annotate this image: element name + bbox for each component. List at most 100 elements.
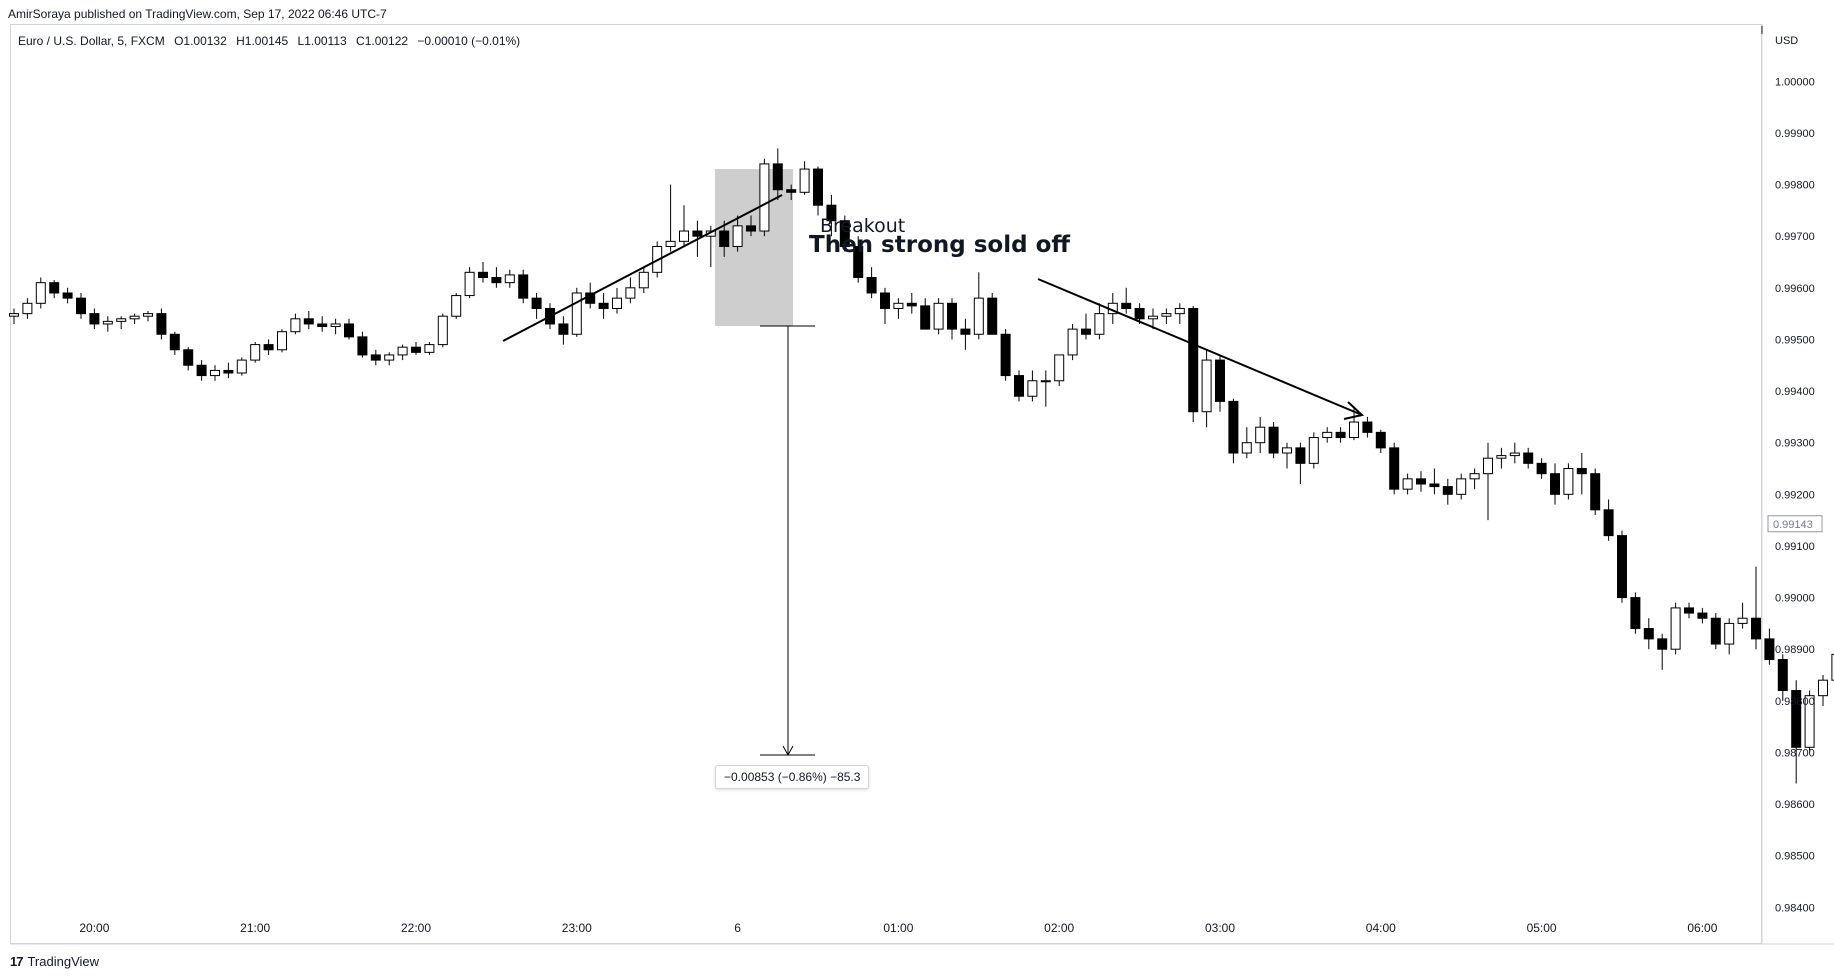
candle — [1134, 303, 1145, 324]
candle-body — [1496, 455, 1507, 459]
candle — [1228, 398, 1239, 464]
candle-body — [1603, 509, 1614, 537]
annotation-breakout[interactable]: Breakout — [820, 215, 906, 237]
candle-body — [1710, 617, 1721, 645]
candle — [250, 342, 261, 363]
price-tick-label: 0.98600 — [1775, 799, 1815, 811]
candle-body — [1630, 597, 1641, 630]
price-tick-label: 0.99600 — [1775, 283, 1815, 295]
candle — [1657, 633, 1668, 670]
sell-off-arrow-line[interactable] — [1037, 278, 1363, 416]
candle — [960, 318, 971, 350]
candle — [1335, 427, 1346, 443]
candle — [1389, 442, 1400, 495]
candle — [665, 184, 676, 252]
candle — [183, 347, 194, 371]
candle — [1724, 618, 1735, 655]
candle — [853, 236, 864, 283]
candle-body — [1134, 307, 1145, 320]
candle — [1322, 427, 1333, 443]
time-tick-label: 23:00 — [562, 921, 592, 935]
candle — [1014, 370, 1024, 402]
candle — [1550, 463, 1560, 505]
price-tick-label: 0.99800 — [1775, 180, 1815, 192]
annotation-sold-off[interactable]: Then strong sold off — [809, 232, 1070, 258]
candle — [491, 267, 502, 288]
candle-body — [76, 297, 86, 315]
candle — [384, 352, 395, 366]
candle — [1442, 478, 1453, 505]
candle-body — [518, 274, 529, 299]
candle — [1469, 468, 1480, 490]
candle — [839, 215, 850, 252]
candle — [1268, 422, 1279, 459]
candle-body — [880, 292, 890, 309]
time-tick-label: 21:00 — [240, 921, 270, 935]
candle — [1523, 447, 1534, 469]
candle-body — [531, 297, 542, 309]
candle-body — [129, 315, 140, 320]
trendline[interactable] — [502, 194, 783, 342]
candle — [102, 316, 113, 332]
price-tick-label: 0.99300 — [1775, 438, 1815, 450]
candle-body — [1737, 617, 1748, 624]
candle — [344, 318, 354, 340]
candle — [1094, 303, 1105, 340]
tradingview-brand[interactable]: 17 TradingView — [10, 954, 99, 969]
candle — [1804, 690, 1815, 753]
candle — [531, 292, 542, 319]
candle-body — [719, 230, 730, 248]
drawings-layer — [502, 194, 1365, 757]
candle — [1536, 458, 1547, 479]
candle — [1416, 471, 1426, 492]
candle — [1603, 499, 1614, 541]
candle-body — [330, 323, 341, 328]
candle — [277, 329, 287, 353]
candle-body — [411, 346, 421, 353]
candle — [1081, 313, 1091, 340]
current-price-tag — [1767, 515, 1823, 533]
candle-body — [625, 287, 636, 299]
candle-body — [987, 297, 998, 335]
candle-body — [1643, 628, 1654, 640]
candle-body — [1188, 307, 1199, 413]
candle — [1174, 303, 1185, 324]
candle-body — [692, 230, 703, 237]
candle — [1590, 468, 1601, 515]
legend-open: O1.00132 — [174, 34, 227, 48]
candle-body — [1201, 359, 1212, 413]
candle-body — [1255, 426, 1266, 444]
candle-body — [853, 246, 864, 278]
candle-body — [1804, 695, 1815, 748]
price-tick-label: 0.98500 — [1775, 851, 1815, 863]
candle-body — [49, 282, 60, 294]
candle — [826, 194, 837, 237]
candle-body — [263, 344, 274, 351]
candle — [732, 215, 743, 252]
candle — [22, 298, 33, 319]
legend-change: −0.00010 (−0.01%) — [417, 34, 521, 48]
candle — [1040, 370, 1051, 407]
candle — [330, 318, 341, 335]
candle — [223, 362, 234, 379]
price-axis-unit: USD — [1775, 35, 1798, 47]
candle-body — [169, 333, 180, 351]
breakout-zone-rect[interactable] — [715, 169, 793, 326]
candle — [719, 220, 730, 257]
candle-body — [1751, 617, 1761, 640]
legend-symbol[interactable]: Euro / U.S. Dollar, 5, FXCM — [18, 34, 165, 48]
candle-body — [1228, 400, 1239, 454]
candle-body — [35, 282, 46, 304]
candle-body — [665, 240, 676, 248]
publish-line: AmirSoraya published on TradingView.com,… — [8, 7, 387, 21]
time-tick-label: 06:00 — [1687, 921, 1717, 935]
candle-body — [1442, 486, 1453, 495]
candle — [263, 339, 274, 355]
candle-body — [1469, 473, 1480, 480]
candle-body — [384, 354, 395, 361]
candle — [169, 331, 180, 355]
candle-body — [1148, 315, 1158, 320]
price-tick-label: 0.98400 — [1775, 902, 1815, 914]
candle-body — [1094, 313, 1105, 335]
